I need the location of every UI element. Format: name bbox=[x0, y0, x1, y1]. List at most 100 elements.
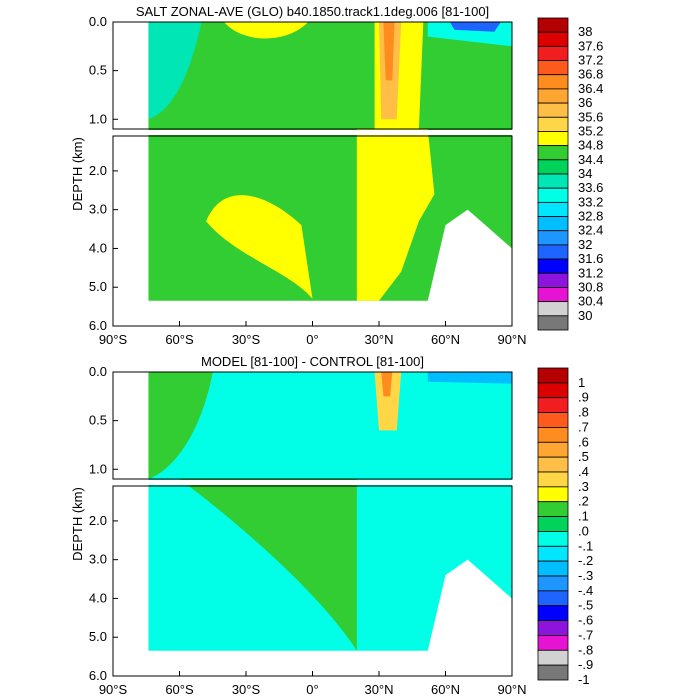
colorbar-swatch bbox=[537, 74, 569, 90]
x-tick-label: 90°S bbox=[99, 682, 128, 697]
y-tick-label: 4.0 bbox=[89, 590, 107, 605]
colorbar-label: .5 bbox=[578, 449, 589, 464]
colorbar-swatch bbox=[537, 244, 569, 260]
colorbar-label: 34.4 bbox=[578, 152, 603, 167]
colorbar-swatch bbox=[537, 664, 569, 681]
y-tick-label: 0.0 bbox=[89, 364, 107, 379]
colorbar-label: .7 bbox=[578, 419, 589, 434]
colorbar-swatch bbox=[537, 531, 569, 547]
colorbar-swatch bbox=[537, 501, 569, 517]
colorbar-label: -.9 bbox=[578, 657, 593, 672]
colorbar-label: 36.4 bbox=[578, 81, 603, 96]
y-tick-label: 6.0 bbox=[89, 668, 107, 683]
colorbar-label: 32.8 bbox=[578, 209, 603, 224]
colorbar-label: -.5 bbox=[578, 598, 593, 613]
subtropical-core bbox=[383, 22, 395, 81]
y-tick-label: 3.0 bbox=[89, 202, 107, 217]
colorbar-swatch bbox=[537, 649, 569, 666]
chart-title: MODEL [81-100] - CONTROL [81-100] bbox=[201, 354, 424, 369]
colorbar-swatch bbox=[537, 88, 569, 104]
y-tick-label: 2.0 bbox=[89, 163, 107, 178]
colorbar-label: -.2 bbox=[578, 553, 593, 568]
colorbar-swatch bbox=[537, 60, 569, 76]
y-tick-label: 2.0 bbox=[89, 513, 107, 528]
colorbar-label: .1 bbox=[578, 509, 589, 524]
colorbar-swatch bbox=[537, 397, 569, 413]
anomaly-30N bbox=[374, 372, 402, 431]
colorbar-swatch bbox=[537, 545, 569, 562]
colorbar-swatch bbox=[537, 173, 569, 189]
colorbar-label: -1 bbox=[578, 672, 590, 687]
colorbar-label: 36 bbox=[578, 95, 592, 110]
colorbar-label: 33.6 bbox=[578, 180, 603, 195]
colorbar-swatch bbox=[537, 201, 569, 217]
y-tick-label: 1.0 bbox=[89, 461, 107, 476]
anomaly-positive bbox=[148, 372, 213, 479]
colorbar-swatch bbox=[537, 31, 569, 47]
colorbar-swatch bbox=[537, 102, 569, 118]
colorbar-label: 32.4 bbox=[578, 223, 603, 238]
anomaly-positive-deep bbox=[179, 479, 357, 651]
colorbar-swatch bbox=[537, 287, 569, 303]
colorbar-label: 35.6 bbox=[578, 109, 603, 124]
colorbar-label: .2 bbox=[578, 494, 589, 509]
depth-break bbox=[112, 480, 513, 485]
anomaly-30N-core bbox=[381, 372, 393, 397]
colorbar-label: .4 bbox=[578, 464, 589, 479]
y-tick-label: 1.0 bbox=[89, 111, 107, 126]
colorbar-label: -.8 bbox=[578, 642, 593, 657]
colorbar-swatch bbox=[537, 301, 569, 317]
x-tick-label: 0° bbox=[306, 682, 318, 697]
colorbar-label: 34.8 bbox=[578, 138, 603, 153]
colorbar-swatch bbox=[537, 486, 569, 503]
colorbar-label: 37.2 bbox=[578, 53, 603, 68]
x-tick-label: 90°S bbox=[99, 332, 128, 347]
y-tick-label: 0.5 bbox=[89, 63, 107, 78]
colorbar-swatch bbox=[537, 187, 569, 203]
colorbar-label: 33.2 bbox=[578, 194, 603, 209]
ocean-field bbox=[148, 22, 512, 301]
y-tick-label: 4.0 bbox=[89, 240, 107, 255]
colorbar-label: .6 bbox=[578, 434, 589, 449]
y-axis-label: DEPTH (km) bbox=[70, 487, 85, 561]
colorbar-swatch bbox=[537, 590, 569, 607]
y-tick-label: 5.0 bbox=[89, 279, 107, 294]
colorbar-swatch bbox=[537, 272, 569, 288]
x-tick-label: 30°S bbox=[232, 682, 261, 697]
colorbar-label: 32 bbox=[578, 237, 592, 252]
colorbar-swatch bbox=[537, 605, 569, 621]
anomaly-arctic bbox=[427, 372, 512, 384]
colorbar-swatch bbox=[537, 216, 569, 232]
deep-salty-region bbox=[356, 129, 435, 301]
x-tick-label: 90°N bbox=[497, 332, 526, 347]
colorbar-swatch bbox=[537, 560, 569, 577]
colorbar-label: -.4 bbox=[578, 583, 593, 598]
colorbar-swatch bbox=[537, 412, 569, 428]
colorbar-label: 35.2 bbox=[578, 123, 603, 138]
colorbar-label: .0 bbox=[578, 523, 589, 538]
x-tick-label: 0° bbox=[306, 332, 318, 347]
colorbar-label: -.1 bbox=[578, 538, 593, 553]
colorbar-label: 30.4 bbox=[578, 294, 603, 309]
colorbar-label: 37.6 bbox=[578, 38, 603, 53]
colorbar-swatch bbox=[537, 131, 569, 147]
colorbar-label: 30.8 bbox=[578, 279, 603, 294]
panel-1 bbox=[112, 17, 569, 331]
colorbar-swatch bbox=[537, 635, 569, 651]
colorbar-swatch bbox=[537, 45, 569, 61]
colorbar-swatch bbox=[537, 159, 569, 175]
colorbar-label: .8 bbox=[578, 405, 589, 420]
antarctic-fresh bbox=[148, 22, 202, 120]
colorbar-swatch bbox=[537, 315, 569, 331]
colorbar-swatch bbox=[537, 471, 569, 488]
colorbar-label: .9 bbox=[578, 390, 589, 405]
colorbar-label: -.3 bbox=[578, 568, 593, 583]
colorbar-label: 31.6 bbox=[578, 251, 603, 266]
colorbar-swatch bbox=[537, 116, 569, 132]
colorbar-label: 30 bbox=[578, 308, 592, 323]
y-tick-label: 5.0 bbox=[89, 629, 107, 644]
colorbar-label: 38 bbox=[578, 24, 592, 39]
chart-title: SALT ZONAL-AVE (GLO) b40.1850.track1.1de… bbox=[136, 4, 489, 19]
colorbar-label: 34 bbox=[578, 166, 592, 181]
